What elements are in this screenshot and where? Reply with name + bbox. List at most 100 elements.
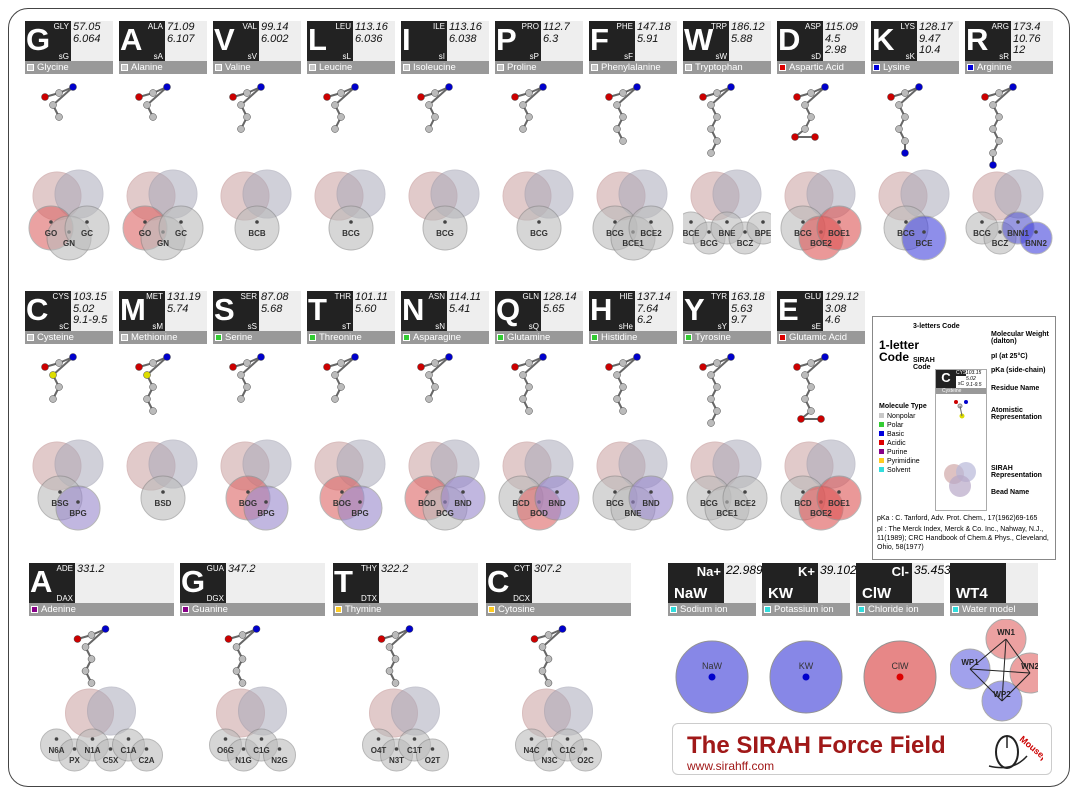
property-value: 6.002 [261,32,289,45]
properties: 347.2 [226,563,325,603]
three-letter-code: CYS [52,292,69,301]
card-header: I ILE sI 113.16 6.038 [401,21,489,61]
atomistic-representation [73,625,110,687]
residue-name-text: Guanine [192,604,228,615]
type-swatch [31,606,38,613]
property-value: 101.11 [355,291,388,303]
card-header: WT4 [950,563,1038,603]
legend-mol-weight: Molecular Weight (dalton) [991,331,1049,345]
bead-name: BOD [418,499,436,508]
property-value: 6.107 [167,32,195,45]
property-value: 5.65 [543,302,565,315]
bead-name: BSG [51,499,68,508]
three-letter-code: ASP [804,22,821,31]
atomistic-representation [229,353,265,403]
one-letter-code: T [308,292,327,327]
residue-name-text: Aspartic Acid [789,62,844,73]
properties: 22.989 [724,563,763,603]
legend-example-card: C CYS sC 103.15 5.02 9.1-9.5 Cysteine [935,369,987,511]
sirah-code: sM [152,322,163,331]
properties: 87.08 5.68 [259,291,301,331]
legend-ex-vals: 103.15 5.02 9.1-9.5 [966,370,982,388]
atomistic-representation [791,83,829,141]
legend-type-label: Pyrimidine [887,458,920,465]
code-block: T THR sT [307,291,353,331]
one-letter-code: H [590,292,613,327]
sirah-code: sW [715,52,727,61]
residue-name-text: Valine [225,62,251,73]
atomistic-representation [229,83,265,133]
type-swatch [670,606,677,613]
type-swatch [591,64,598,71]
property-value: 131.19 [167,291,201,303]
property-value: 35.453 [914,563,951,577]
one-letter-code: K [872,22,895,57]
legend-type-label: Basic [887,431,905,438]
properties: 112.7 6.3 [541,21,583,61]
legend-type-swatch [879,431,884,436]
one-letter-code: S [214,292,235,327]
type-swatch [309,334,316,341]
sirah-representation: BCG [502,169,574,251]
residue-name: Thymine [333,603,478,616]
property-value: 147.18 [637,21,671,33]
property-value: 331.2 [77,563,105,575]
three-letter-code: ILE [432,22,445,31]
legend-ex-v2: 9.1-9.5 [966,382,982,388]
bead-name: WN1 [997,628,1015,637]
residue-name-text: Leucine [319,62,353,73]
bead-name: O6G [217,746,234,755]
residue-card: D ASP sD 115.09 4.5 2.98 Aspartic Acid BCG BOE2 B… [777,21,865,261]
bead-name: C5X [103,756,119,765]
bead-name: BNN2 [1025,239,1047,248]
three-letter-code: TRP [711,22,727,31]
one-letter-code: F [590,22,609,57]
one-letter-code: A [30,564,53,599]
legend-type-item: Nonpolar [879,413,915,420]
one-letter-code: G [26,22,51,57]
residue-name: Sodium ion [668,603,756,616]
legend-ex-v0: 103.15 [966,370,982,376]
atomistic-representation [224,625,261,687]
atomistic-representation [135,83,171,121]
bead-name: ClW [892,661,909,671]
properties: 101.11 5.60 [353,291,395,331]
residue-card: A ALA sA 71.09 6.107 Alanine GO GN GC [119,21,207,261]
type-swatch [685,334,692,341]
one-letter-code: T [334,564,353,599]
residue-name: Lysine [871,61,959,74]
code-block: K+ KW [762,563,818,603]
type-swatch [952,606,959,613]
residue-name-text: Water model [962,604,1016,615]
property-value: 5.91 [637,32,659,45]
residue-name: Histidine [589,331,677,344]
sirah-code: WT4 [956,585,988,602]
one-letter-code: V [214,22,235,57]
bead-name: BCD [512,499,530,508]
sirah-code: sG [58,52,69,61]
residue-name-text: Adenine [41,604,76,615]
property-value: 137.14 [637,291,671,303]
bead-name: BCZ [737,239,754,248]
three-letter-code: SER [240,292,257,301]
property-value: 186.12 [731,21,765,33]
sirah-code: sP [529,52,539,61]
card-header: H HIE sHe 137.14 7.64 6.2 [589,291,677,331]
bead-name: BCG [700,499,718,508]
property-value: 5.60 [355,302,377,315]
code-block: M MET sM [119,291,165,331]
legend-type-label: Purine [887,449,908,456]
bead-name: WN2 [1021,662,1038,671]
ion-card: WT4 Water model WN1 WP1 WN2 WP2 [950,563,1038,722]
three-letter-code: MET [146,292,163,301]
property-value: 12 [1013,44,1026,56]
legend-type-label: Nonpolar [887,413,916,420]
residue-name-text: Glutamine [507,332,551,343]
bead-name: BOG [333,499,351,508]
legend-type-label: Solvent [887,467,911,474]
bead-name: BNE [719,229,737,238]
